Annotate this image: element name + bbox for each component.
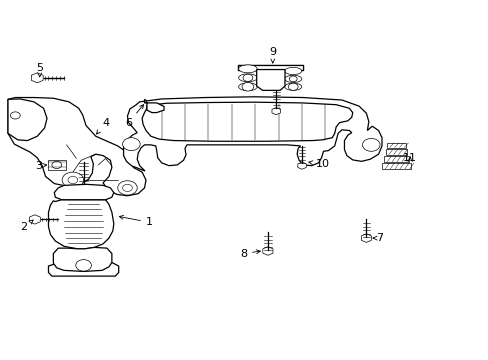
Circle shape <box>76 260 91 271</box>
Circle shape <box>122 184 132 192</box>
Polygon shape <box>8 99 47 140</box>
Text: 6: 6 <box>125 105 143 128</box>
Text: 10: 10 <box>308 159 329 169</box>
Ellipse shape <box>284 83 301 90</box>
Text: 5: 5 <box>36 63 43 77</box>
Ellipse shape <box>284 67 301 75</box>
Ellipse shape <box>238 65 257 73</box>
FancyBboxPatch shape <box>386 143 406 148</box>
Polygon shape <box>263 247 272 255</box>
Ellipse shape <box>238 74 257 82</box>
Polygon shape <box>48 262 119 276</box>
Polygon shape <box>271 108 280 115</box>
Polygon shape <box>29 215 40 224</box>
Polygon shape <box>8 98 146 196</box>
Circle shape <box>118 181 137 195</box>
Text: 11: 11 <box>403 153 416 163</box>
Circle shape <box>10 112 20 119</box>
Text: 3: 3 <box>35 161 46 171</box>
FancyBboxPatch shape <box>384 156 408 162</box>
FancyBboxPatch shape <box>48 159 65 170</box>
Polygon shape <box>297 162 305 169</box>
Ellipse shape <box>284 75 301 82</box>
Circle shape <box>52 161 61 168</box>
Polygon shape <box>31 73 43 83</box>
Polygon shape <box>144 99 163 113</box>
Polygon shape <box>53 247 112 271</box>
Polygon shape <box>238 64 303 69</box>
FancyBboxPatch shape <box>382 163 410 169</box>
Ellipse shape <box>238 83 257 91</box>
Text: 7: 7 <box>372 233 383 243</box>
Polygon shape <box>361 234 371 242</box>
Circle shape <box>62 172 83 188</box>
Text: 8: 8 <box>240 248 260 258</box>
Circle shape <box>362 138 379 151</box>
Circle shape <box>243 74 252 81</box>
Polygon shape <box>123 97 381 171</box>
Circle shape <box>122 138 140 150</box>
Text: 2: 2 <box>20 220 33 232</box>
Circle shape <box>242 82 253 91</box>
Polygon shape <box>142 102 352 141</box>
Polygon shape <box>256 69 285 90</box>
Text: 9: 9 <box>269 46 276 63</box>
Text: 1: 1 <box>119 215 153 227</box>
Circle shape <box>288 83 298 90</box>
Text: 4: 4 <box>97 118 109 134</box>
Circle shape <box>289 76 297 82</box>
FancyBboxPatch shape <box>385 149 407 155</box>
Polygon shape <box>54 184 114 200</box>
Polygon shape <box>48 200 114 249</box>
Circle shape <box>68 176 78 184</box>
